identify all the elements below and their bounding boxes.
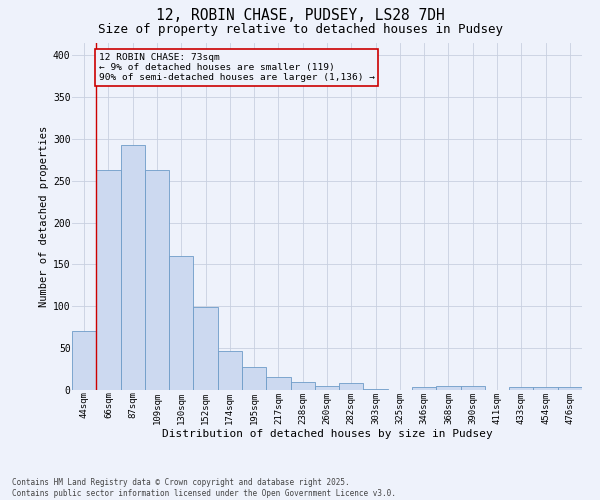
Bar <box>436 386 461 390</box>
Text: Contains HM Land Registry data © Crown copyright and database right 2025.
Contai: Contains HM Land Registry data © Crown c… <box>12 478 396 498</box>
Bar <box>339 384 364 390</box>
X-axis label: Distribution of detached houses by size in Pudsey: Distribution of detached houses by size … <box>161 429 493 439</box>
Bar <box>72 332 96 390</box>
Bar <box>266 376 290 390</box>
Bar <box>169 256 193 390</box>
Text: 12 ROBIN CHASE: 73sqm
← 9% of detached houses are smaller (119)
90% of semi-deta: 12 ROBIN CHASE: 73sqm ← 9% of detached h… <box>99 52 375 82</box>
Bar <box>290 382 315 390</box>
Bar <box>193 307 218 390</box>
Bar <box>364 389 388 390</box>
Text: 12, ROBIN CHASE, PUDSEY, LS28 7DH: 12, ROBIN CHASE, PUDSEY, LS28 7DH <box>155 8 445 22</box>
Bar <box>315 386 339 390</box>
Bar <box>218 350 242 390</box>
Bar <box>533 386 558 390</box>
Bar <box>96 170 121 390</box>
Bar <box>558 386 582 390</box>
Bar <box>242 368 266 390</box>
Bar <box>145 170 169 390</box>
Bar <box>461 386 485 390</box>
Bar <box>121 144 145 390</box>
Text: Size of property relative to detached houses in Pudsey: Size of property relative to detached ho… <box>97 22 503 36</box>
Bar <box>509 386 533 390</box>
Bar <box>412 388 436 390</box>
Y-axis label: Number of detached properties: Number of detached properties <box>39 126 49 307</box>
